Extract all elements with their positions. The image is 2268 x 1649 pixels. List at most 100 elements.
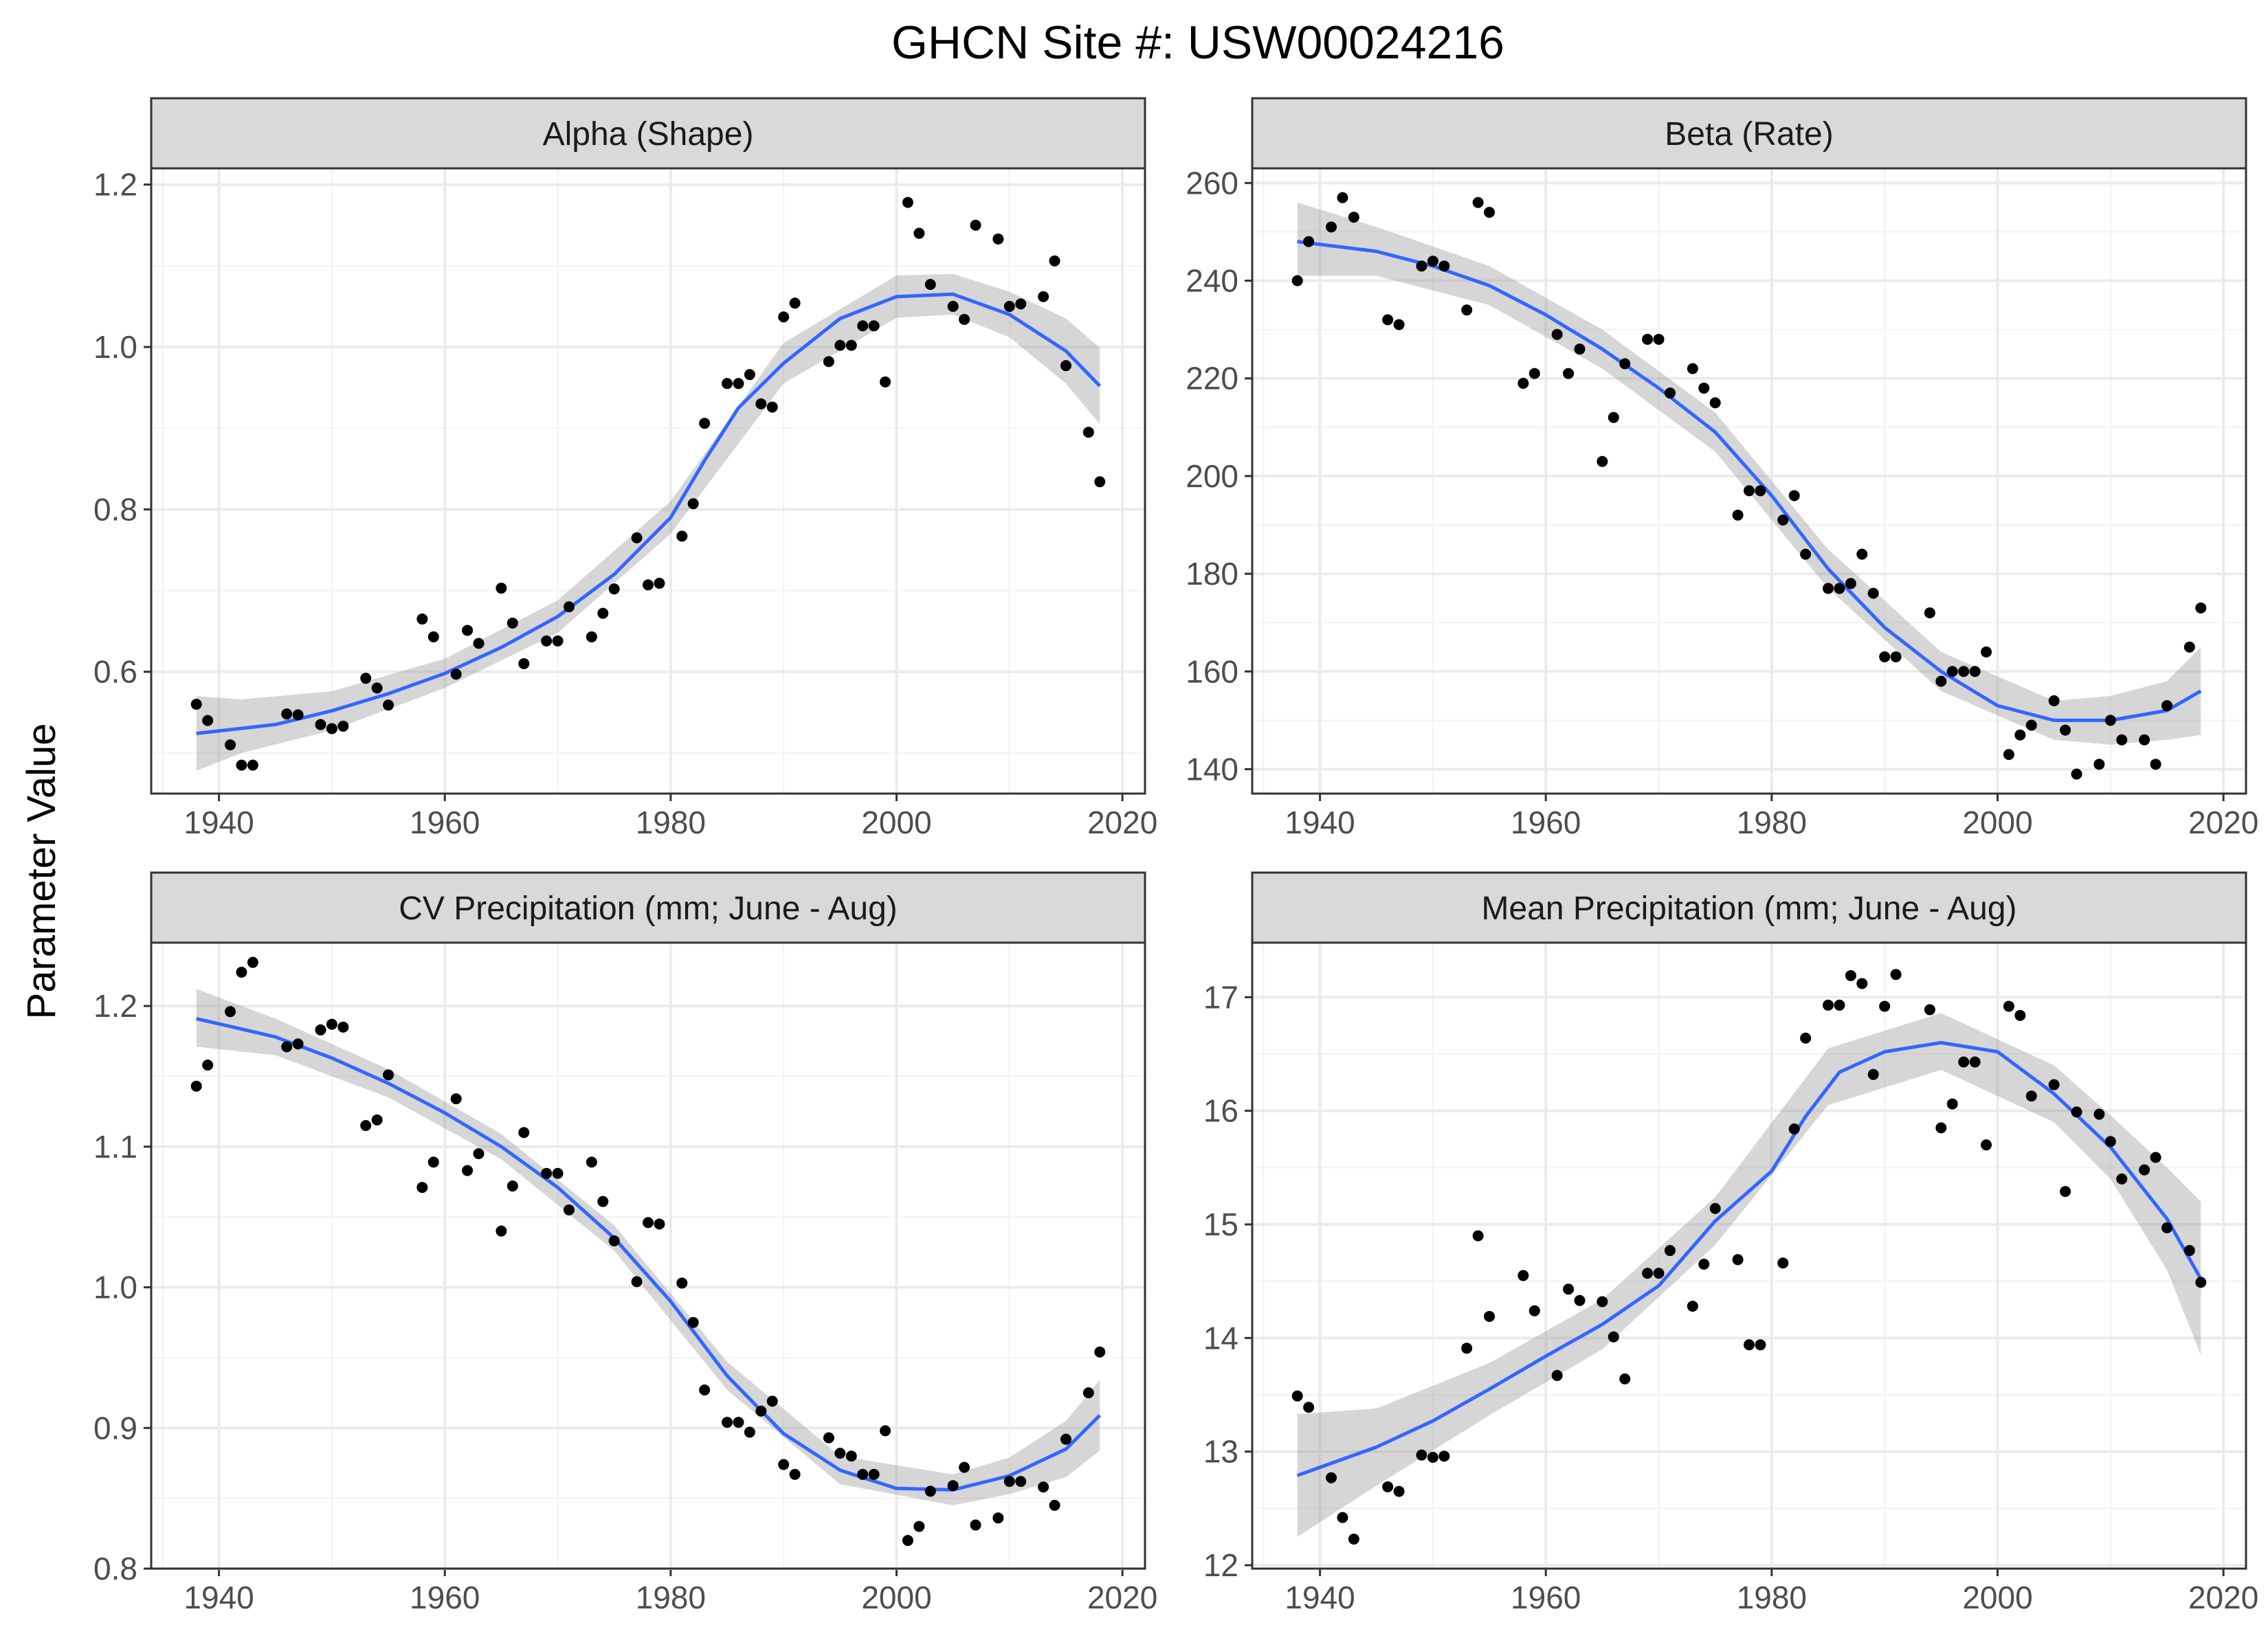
- data-point: [970, 219, 981, 231]
- data-point: [225, 739, 236, 751]
- data-point: [845, 339, 857, 351]
- data-point: [2150, 759, 2161, 770]
- data-point: [1698, 382, 1710, 394]
- data-point: [1461, 1343, 1473, 1354]
- smooth-line: [196, 292, 1102, 736]
- data-point: [1094, 1346, 1106, 1358]
- data-point: [1049, 255, 1060, 267]
- data-point: [541, 635, 553, 647]
- data-point: [1642, 333, 1654, 345]
- x-tick-label: 2020: [1087, 1580, 1157, 1615]
- data-point: [202, 715, 214, 726]
- data-point: [518, 658, 530, 669]
- data-point: [1709, 1202, 1721, 1214]
- data-point: [1935, 1122, 1947, 1134]
- data-point: [2003, 749, 2014, 761]
- data-point: [766, 1395, 778, 1407]
- data-point: [1619, 358, 1631, 370]
- data-point: [2060, 724, 2071, 736]
- data-point: [2014, 1009, 2026, 1021]
- data-point: [1003, 1476, 1015, 1488]
- data-point: [1958, 1056, 1970, 1068]
- data-point: [1653, 1268, 1665, 1279]
- data-point: [518, 1127, 530, 1138]
- data-point: [1326, 1472, 1337, 1483]
- data-point: [1382, 314, 1394, 326]
- data-point: [1867, 587, 1879, 599]
- data-point: [643, 579, 654, 591]
- facet-strip: [150, 97, 1146, 170]
- data-point: [586, 631, 597, 642]
- data-point: [2195, 1277, 2207, 1288]
- confidence-ribbon: [196, 273, 1100, 771]
- smooth-line: [196, 1017, 1102, 1492]
- data-point: [1597, 1296, 1608, 1308]
- y-tick-label: 14: [1203, 1320, 1238, 1356]
- data-point: [1574, 344, 1586, 355]
- data-point: [1969, 1056, 1981, 1068]
- y-tick-label: 0.9: [93, 1410, 137, 1446]
- data-point: [247, 956, 258, 968]
- x-tick-label: 1940: [184, 1580, 254, 1615]
- y-tick-label: 1.0: [93, 329, 137, 365]
- panel-4: 1940 1960 1980 2000 2020 12 13 14 15 16 17 Mean Pre…: [1203, 871, 2258, 1615]
- y-tick-label: 0.8: [93, 1551, 137, 1586]
- data-point: [1416, 1449, 1427, 1461]
- data-point: [315, 1024, 326, 1035]
- data-point: [2161, 700, 2172, 712]
- data-point: [541, 1167, 553, 1179]
- data-point: [1755, 485, 1766, 497]
- data-point: [1924, 607, 1935, 618]
- data-point: [1834, 583, 1845, 594]
- y-tick-label: 180: [1186, 556, 1238, 592]
- data-point: [1551, 328, 1563, 340]
- y-tick-label: 17: [1203, 979, 1238, 1015]
- data-point: [383, 699, 394, 711]
- y-tick-label: 1.2: [93, 988, 137, 1024]
- data-point: [1879, 651, 1891, 662]
- data-point: [1461, 304, 1473, 316]
- data-point: [1003, 300, 1015, 312]
- data-point: [1924, 1004, 1935, 1016]
- data-point: [699, 1384, 711, 1396]
- data-point: [676, 530, 688, 542]
- data-point: [552, 635, 564, 647]
- data-point: [1755, 1339, 1766, 1351]
- x-tick-label: 1940: [184, 805, 254, 840]
- data-point: [722, 378, 733, 390]
- data-point: [1015, 298, 1027, 310]
- data-point: [1416, 260, 1427, 272]
- data-point: [1642, 1268, 1654, 1279]
- data-point: [1517, 1270, 1529, 1281]
- data-point: [834, 339, 846, 351]
- data-point: [225, 1006, 236, 1018]
- panel-1: 1940 1960 1980 2000 2020 0.6 0.8 1.0 1.2 Alpha (S…: [93, 97, 1157, 840]
- data-point: [1337, 192, 1348, 203]
- confidence-ribbon: [1297, 202, 2201, 745]
- x-tick-label: 2000: [861, 805, 931, 840]
- data-point: [1574, 1294, 1586, 1306]
- data-point: [1653, 333, 1665, 345]
- data-point: [902, 197, 913, 208]
- y-tick-label: 0.6: [93, 654, 137, 690]
- data-point: [755, 1405, 767, 1417]
- data-point: [2014, 729, 2026, 741]
- plot-background: [151, 943, 1145, 1569]
- plot-background: [1252, 943, 2246, 1569]
- y-tick-label: 1.0: [93, 1270, 137, 1305]
- x-tick-label: 2020: [2188, 1580, 2258, 1615]
- data-point: [1551, 1369, 1563, 1381]
- data-point: [326, 723, 337, 734]
- data-point: [462, 625, 474, 636]
- y-axis-label: Parameter Value: [19, 723, 64, 1020]
- y-tick-label: 1.2: [93, 167, 137, 203]
- data-point: [360, 673, 372, 684]
- data-point: [992, 1512, 1004, 1524]
- y-tick-label: 160: [1186, 653, 1238, 689]
- data-point: [450, 669, 462, 680]
- data-point: [1472, 1230, 1484, 1242]
- data-point: [337, 1021, 349, 1033]
- data-point: [281, 708, 293, 720]
- data-point: [1732, 1254, 1744, 1266]
